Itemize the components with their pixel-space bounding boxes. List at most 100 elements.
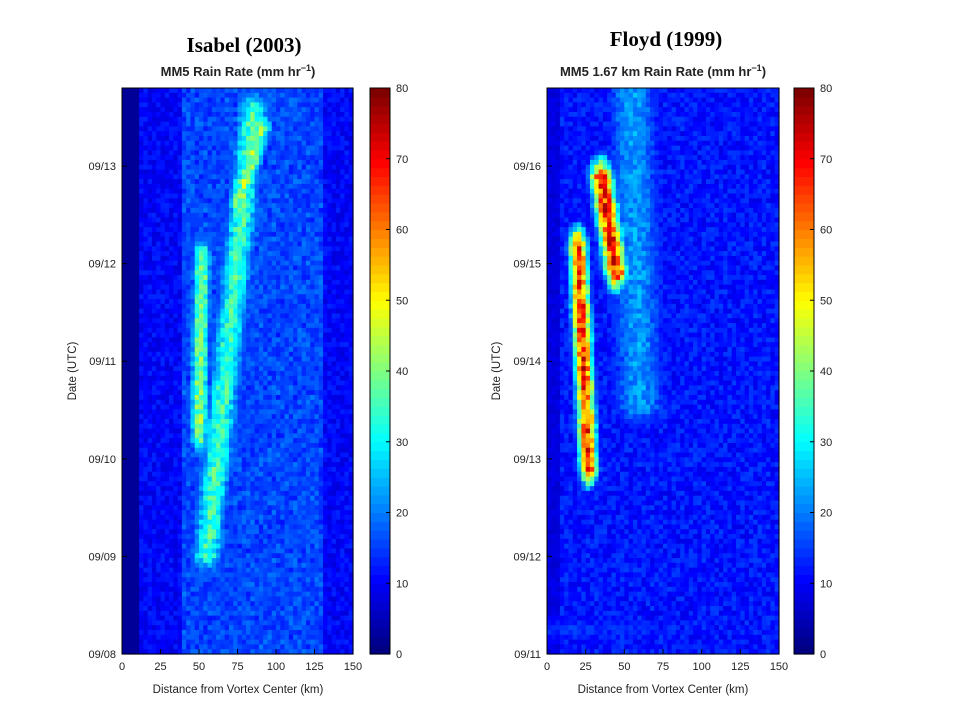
heatmap-cell — [263, 490, 269, 497]
heatmap-cell — [344, 342, 350, 348]
heatmap-cell — [288, 371, 294, 377]
heatmap-cell — [177, 332, 183, 339]
heatmap-cell — [276, 375, 281, 382]
heatmap-cell — [331, 332, 337, 339]
heatmap-cell — [276, 236, 281, 243]
heatmap-cell — [276, 289, 281, 295]
heatmap-cell — [130, 131, 136, 137]
heatmap-cell — [207, 399, 213, 406]
heatmap-cell — [335, 279, 341, 286]
heatmap-cell — [169, 303, 174, 310]
heatmap-cell — [211, 337, 217, 343]
heatmap-cell — [280, 486, 286, 492]
heatmap-cell — [126, 447, 132, 454]
heatmap-cell — [220, 476, 226, 482]
heatmap-cell — [126, 299, 132, 305]
heatmap-cell — [297, 174, 303, 180]
heatmap-cell — [203, 486, 209, 492]
heatmap-cell — [276, 88, 281, 94]
heatmap-cell — [250, 510, 256, 516]
heatmap-cell — [310, 404, 316, 410]
heatmap-cell — [293, 159, 298, 166]
heatmap-cell — [263, 284, 269, 291]
heatmap-cell — [228, 174, 234, 180]
heatmap-cell — [216, 327, 221, 334]
heatmap-cell — [254, 394, 260, 401]
heatmap-cell — [301, 447, 307, 454]
heatmap-cell — [276, 159, 281, 166]
heatmap-cell — [233, 524, 239, 530]
heatmap-cell — [156, 327, 162, 334]
heatmap-cell — [241, 193, 247, 199]
heatmap-cell — [164, 438, 170, 444]
heatmap-cell — [203, 476, 209, 482]
heatmap-cell — [263, 97, 269, 103]
heatmap-cell — [314, 495, 320, 502]
heatmap-cell — [348, 337, 354, 343]
heatmap-cell — [126, 510, 132, 516]
heatmap-cell — [258, 332, 264, 339]
heatmap-cell — [267, 375, 273, 382]
heatmap-cell — [331, 318, 337, 324]
heatmap-cell — [199, 308, 204, 315]
heatmap-cell — [250, 111, 256, 118]
heatmap-cell — [199, 116, 204, 123]
heatmap-cell — [318, 423, 324, 430]
heatmap-cell — [310, 126, 316, 132]
heatmap-cell — [169, 246, 174, 252]
heatmap-cell — [160, 438, 166, 444]
heatmap-cell — [194, 116, 200, 123]
heatmap-cell — [293, 231, 298, 238]
heatmap-cell — [327, 471, 333, 478]
heatmap-cell — [288, 418, 294, 425]
heatmap-cell — [258, 150, 264, 156]
heatmap-cell — [348, 409, 354, 415]
heatmap-cell — [318, 303, 324, 310]
heatmap-cell — [284, 394, 290, 401]
heatmap-cell — [237, 207, 243, 214]
heatmap-cell — [246, 347, 251, 353]
heatmap-cell — [130, 332, 136, 339]
heatmap-cell — [216, 428, 221, 434]
heatmap-cell — [139, 260, 144, 267]
heatmap-cell — [220, 155, 226, 161]
heatmap-cell — [340, 438, 346, 444]
heatmap-cell — [164, 150, 170, 156]
heatmap-cell — [224, 111, 230, 118]
heatmap-cell — [280, 174, 286, 180]
heatmap-cell — [216, 486, 221, 492]
heatmap-cell — [224, 418, 230, 425]
heatmap-cell — [122, 519, 127, 526]
heatmap-cell — [190, 265, 196, 271]
heatmap-cell — [216, 121, 221, 127]
heatmap-cell — [241, 231, 247, 238]
heatmap-cell — [233, 207, 239, 214]
heatmap-cell — [177, 270, 183, 276]
heatmap-cell — [139, 524, 144, 530]
heatmap-cell — [151, 207, 157, 214]
heatmap-cell — [301, 505, 307, 511]
heatmap-cell — [224, 390, 230, 396]
heatmap-cell — [190, 217, 196, 223]
heatmap-cell — [216, 500, 221, 506]
heatmap-cell — [344, 212, 350, 219]
heatmap-cell — [254, 241, 260, 247]
heatmap-cell — [122, 102, 127, 108]
heatmap-cell — [305, 327, 311, 334]
heatmap-cell — [258, 313, 264, 319]
heatmap-cell — [203, 462, 209, 468]
heatmap-cell — [147, 284, 153, 291]
heatmap-cell — [340, 183, 346, 190]
heatmap-cell — [293, 102, 298, 108]
heatmap-cell — [160, 486, 166, 492]
heatmap-cell — [130, 227, 136, 233]
heatmap-cell — [134, 198, 140, 204]
heatmap-cell — [233, 183, 239, 190]
heatmap-cell — [344, 198, 350, 204]
heatmap-cell — [301, 438, 307, 444]
heatmap-cell — [169, 500, 174, 506]
heatmap-cell — [173, 236, 179, 243]
heatmap-cell — [122, 121, 127, 127]
heatmap-cell — [271, 265, 277, 271]
heatmap-cell — [134, 236, 140, 243]
